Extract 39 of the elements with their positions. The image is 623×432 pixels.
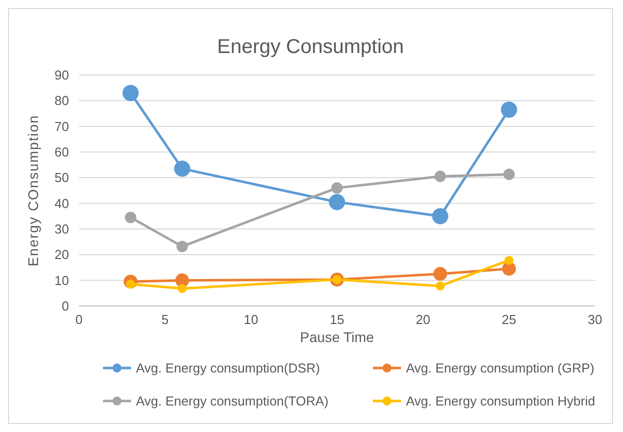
point xyxy=(331,182,343,194)
point xyxy=(503,168,515,180)
y-tick-label: 20 xyxy=(54,247,69,262)
y-tick-label: 90 xyxy=(54,68,69,82)
y-tick-label: 60 xyxy=(54,144,69,160)
y-tick-label: 30 xyxy=(54,222,69,236)
point xyxy=(436,281,445,290)
x-axis-title: Pause Time xyxy=(300,329,374,345)
chart-title: Energy Consumption xyxy=(217,36,404,58)
point xyxy=(432,208,448,224)
y-tick-label: 0 xyxy=(62,298,69,314)
legend-label: Avg. Energy consumption(TORA) xyxy=(136,394,328,408)
point xyxy=(122,84,139,102)
point xyxy=(178,284,187,294)
x-tick-label: 15 xyxy=(330,312,344,327)
point xyxy=(124,212,136,224)
point xyxy=(433,267,448,281)
point xyxy=(502,262,516,276)
legend-label: Avg. Energy consumption Hybrid xyxy=(406,394,596,408)
y-tick-label: 50 xyxy=(54,170,69,186)
x-tick-label: 0 xyxy=(75,312,83,327)
y-tick-label: 10 xyxy=(54,272,69,288)
point xyxy=(500,102,518,118)
y-tick-label: 70 xyxy=(54,118,69,134)
x-tick-label: 10 xyxy=(244,312,258,327)
x-tick-label: 25 xyxy=(502,312,516,327)
x-tick-label: 30 xyxy=(588,312,602,327)
y-tick-label: 80 xyxy=(54,93,69,108)
point xyxy=(504,256,514,265)
point xyxy=(328,194,346,210)
legend-label: Avg. Energy consumption(DSR) xyxy=(136,360,320,376)
x-tick-label: 5 xyxy=(161,312,169,327)
y-axis-title: Energy COnsumption xyxy=(25,114,41,266)
point xyxy=(174,160,190,177)
point xyxy=(176,240,188,252)
x-tick-label: 20 xyxy=(416,312,430,327)
y-tick-label: 40 xyxy=(54,196,69,211)
point xyxy=(434,170,446,182)
legend-label: Avg. Energy consumption (GRP) xyxy=(406,360,594,376)
